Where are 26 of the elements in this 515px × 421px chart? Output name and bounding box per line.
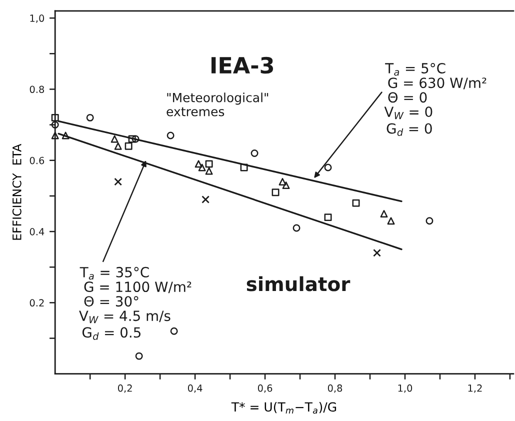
annotation: V$_{W}$ = 0 bbox=[384, 106, 432, 120]
y-tick-label: 0.6 bbox=[30, 156, 44, 164]
annotation: IEA-3 bbox=[211, 56, 274, 74]
x-tick-label: 1,2 bbox=[468, 384, 482, 393]
y-tick-label: 0.2 bbox=[30, 299, 44, 307]
annotation: T$_{a}$ = 5°C bbox=[385, 62, 446, 76]
annotation: simulator bbox=[246, 276, 350, 292]
y-tick-label: 0.4 bbox=[30, 228, 44, 236]
annotation: G$_{d}$ = 0 bbox=[386, 123, 432, 136]
y-tick-label: 0.8 bbox=[30, 86, 44, 94]
annotation: V$_{W}$ = 4.5 m/s bbox=[79, 310, 170, 324]
x-axis-title: T* = U(T$_{m}$−T$_{a}$)/G bbox=[231, 402, 336, 414]
x-tick-label: 0,4 bbox=[188, 384, 202, 393]
x-tick-label: 0,6 bbox=[258, 384, 272, 393]
annotation: G = 630 W/m² bbox=[388, 78, 486, 90]
annotation: Θ = 0 bbox=[388, 92, 427, 103]
annotation: "Meteorological" extremes bbox=[166, 92, 268, 116]
x-tick-label: 0,2 bbox=[118, 384, 132, 393]
annotation: Θ = 30° bbox=[84, 296, 138, 307]
annotation: G$_{d}$ = 0.5 bbox=[82, 327, 140, 340]
x-tick-label: 0,8 bbox=[328, 384, 342, 393]
y-tick-label: 1,0 bbox=[30, 14, 44, 23]
x-tick-label: 1,0 bbox=[398, 384, 412, 393]
annotation: G = 1100 W/m² bbox=[84, 282, 192, 294]
y-axis-title: EFFICIENCY ETA bbox=[12, 144, 22, 240]
annotation: T$_{a}$ = 35°C bbox=[80, 266, 149, 280]
